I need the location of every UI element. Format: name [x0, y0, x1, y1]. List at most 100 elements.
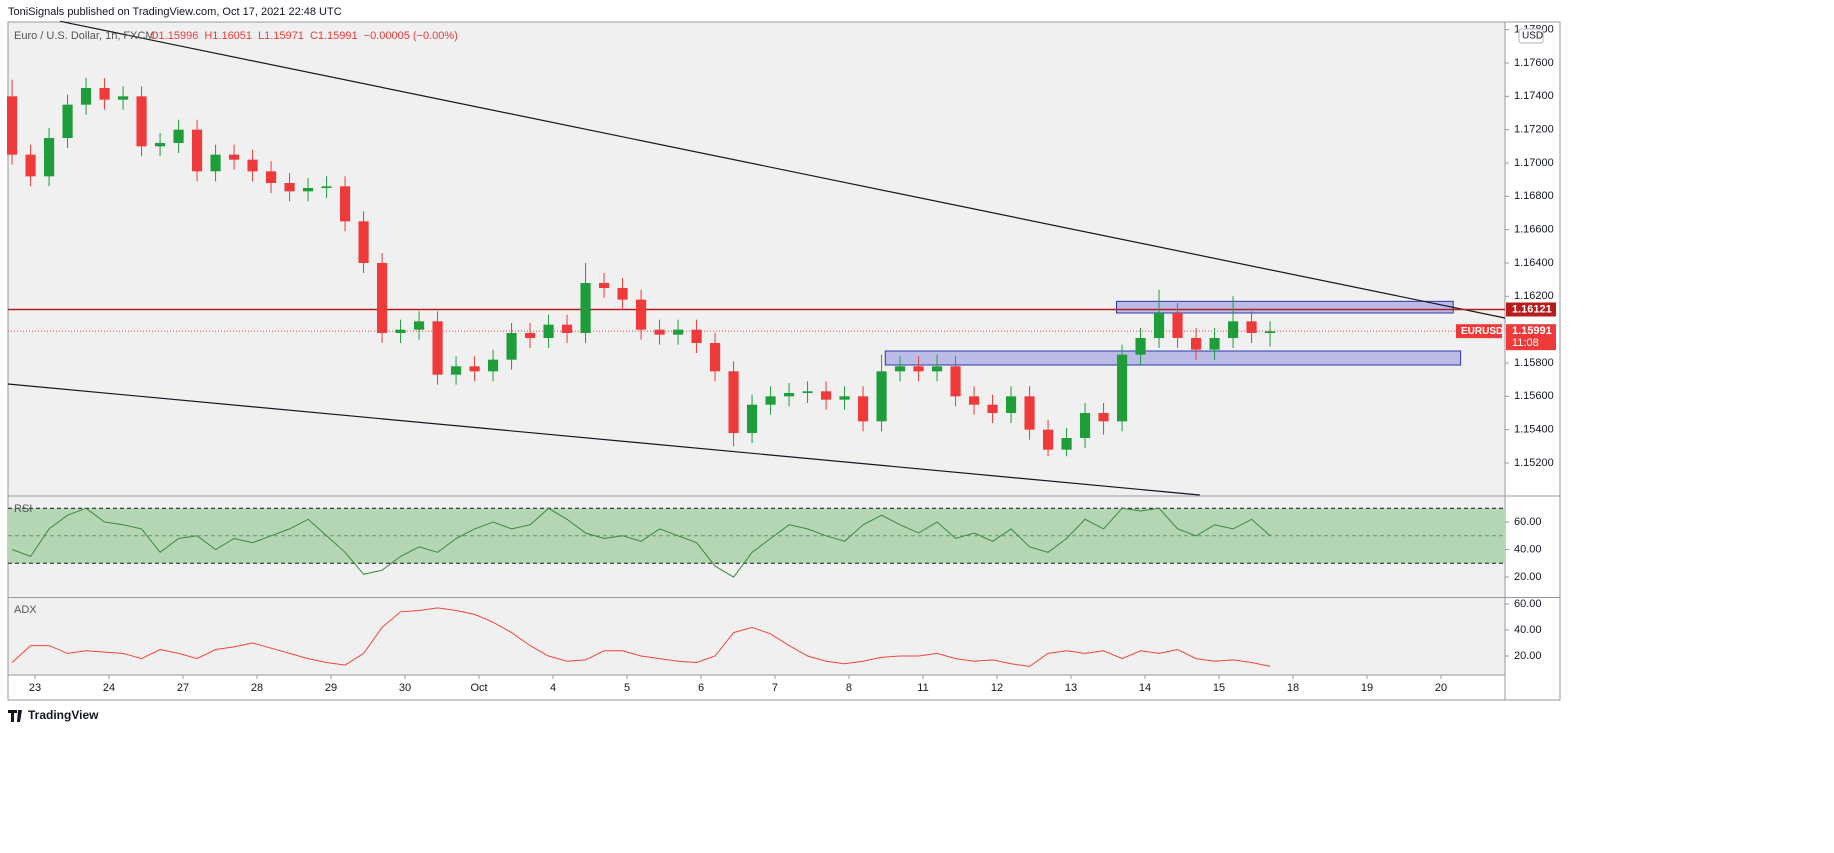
candle-body — [931, 366, 943, 372]
candle-body — [1135, 338, 1146, 355]
symbol-label: EURUSD — [1461, 326, 1503, 337]
candle-body — [1024, 396, 1035, 430]
x-tick-label: 29 — [325, 682, 337, 694]
y-tick-label: 60.00 — [1514, 598, 1542, 610]
candle-body — [99, 88, 110, 100]
candle-body — [987, 404, 998, 413]
ohlc-readout: −0.00005 (−0.00%) — [364, 30, 458, 42]
x-tick-label: 4 — [550, 682, 556, 694]
x-tick-label: 27 — [177, 682, 189, 694]
x-tick-label: 23 — [29, 682, 41, 694]
x-tick-label: 8 — [846, 682, 852, 694]
candle-body — [820, 391, 832, 400]
candle-body — [1172, 313, 1183, 338]
y-tick-label: 1.17400 — [1514, 90, 1554, 102]
x-tick-label: 12 — [991, 682, 1003, 694]
x-tick-label: 15 — [1213, 682, 1225, 694]
y-tick-label: 20.00 — [1514, 571, 1542, 583]
candle-body — [25, 154, 36, 177]
last-price-label: 1.15991 — [1512, 325, 1552, 337]
candle-body — [265, 171, 277, 183]
candle-body — [450, 366, 462, 375]
candle-body — [672, 329, 684, 335]
candle-body — [1061, 438, 1072, 450]
candle-body — [1190, 338, 1202, 350]
y-tick-label: 1.15200 — [1514, 457, 1554, 469]
frame — [7, 21, 1561, 701]
pane-title: RSI — [14, 503, 32, 515]
zone — [1116, 300, 1454, 314]
x-tick-label: 19 — [1361, 682, 1373, 694]
y-tick-label: 1.16600 — [1514, 224, 1554, 236]
y-tick-label: 1.16800 — [1514, 190, 1554, 202]
x-tick-label: 6 — [698, 682, 704, 694]
ohlc-readout: H1.16051 — [204, 30, 252, 42]
candle-body — [654, 329, 665, 335]
candle-body — [709, 343, 721, 372]
candle-body — [284, 183, 295, 192]
x-tick-label: 24 — [103, 682, 115, 694]
currency-badge — [1518, 28, 1544, 44]
candle-body — [728, 371, 739, 433]
candle-body — [543, 324, 554, 338]
x-tick-label: 14 — [1139, 682, 1151, 694]
candle-body — [802, 391, 813, 393]
candle-body — [1246, 321, 1257, 333]
candle-body — [506, 333, 517, 360]
candle-body — [395, 329, 406, 333]
y-tick-label: 1.17600 — [1514, 57, 1554, 69]
y-tick-label: 1.15400 — [1514, 424, 1554, 436]
candle-body — [876, 371, 887, 422]
x-tick-label: 30 — [399, 682, 411, 694]
ohlc-readout: L1.15971 — [258, 30, 304, 42]
y-tick-label: 20.00 — [1514, 650, 1542, 662]
candle-body — [136, 96, 147, 147]
trendline — [7, 383, 1200, 496]
y-tick-label: 1.17200 — [1514, 124, 1554, 136]
x-tick-label: 5 — [624, 682, 630, 694]
candle-body — [894, 366, 906, 372]
x-tick-label: 28 — [251, 682, 263, 694]
resistance-badge — [1506, 302, 1556, 317]
candle-body — [1005, 396, 1017, 413]
y-tick-label: 1.16200 — [1514, 290, 1554, 302]
candle-body — [117, 96, 129, 100]
x-tick-label: 18 — [1287, 682, 1299, 694]
candle-body — [210, 154, 221, 172]
x-tick-label: 13 — [1065, 682, 1077, 694]
candle-body — [413, 321, 425, 330]
candle-body — [469, 366, 480, 372]
candle-body — [1079, 413, 1091, 438]
y-tick-label: 40.00 — [1514, 543, 1542, 555]
candle-body — [247, 159, 258, 172]
y-tick-label: 1.16400 — [1514, 257, 1554, 269]
ohlc-readout: O1.15996 — [150, 30, 198, 42]
x-tick-label: 20 — [1435, 682, 1447, 694]
candle-body — [1264, 331, 1276, 333]
logo — [8, 710, 22, 722]
indicator-line — [11, 507, 1271, 578]
currency: USD — [1522, 31, 1543, 42]
candle-body — [561, 324, 573, 333]
indicator-line — [11, 607, 1271, 667]
y-tick-label: 1.15600 — [1514, 390, 1554, 402]
candle-body — [43, 138, 55, 177]
symbol-badge — [1456, 324, 1502, 339]
trendline — [60, 20, 1506, 319]
x-tick-label: Oct — [470, 682, 487, 694]
candle-body — [432, 321, 443, 375]
candle-body — [321, 186, 332, 188]
candle-body — [746, 404, 758, 433]
candle-body — [80, 88, 92, 105]
y-tick-label: 40.00 — [1514, 624, 1542, 636]
countdown: 11:08 — [1512, 337, 1539, 349]
price-badge — [1506, 324, 1556, 351]
y-tick-label: 1.15800 — [1514, 357, 1554, 369]
brand: TradingView — [28, 708, 99, 722]
candle-body — [1209, 338, 1220, 350]
candle-body — [191, 129, 203, 172]
x-tick-label: 11 — [917, 682, 928, 694]
candle-body — [839, 396, 850, 400]
candle-body — [950, 366, 961, 397]
